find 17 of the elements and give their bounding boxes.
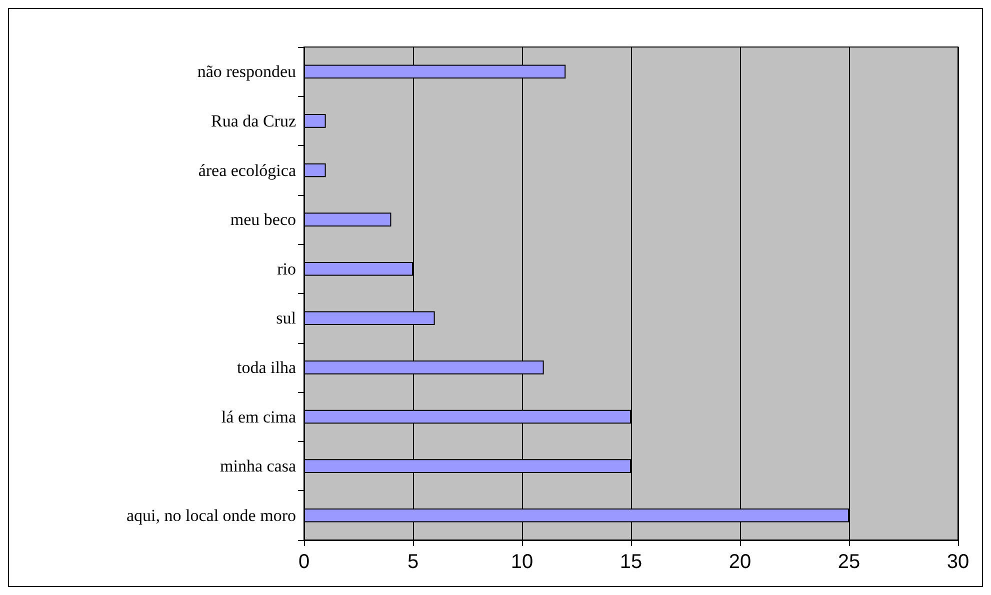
y-tick-label: área ecológica: [198, 160, 296, 180]
y-tick-label: meu beco: [230, 210, 296, 230]
y-tick-label: sul: [276, 308, 296, 328]
y-tick-label: lá em cima: [221, 407, 296, 426]
x-tick-label: 15: [620, 551, 642, 573]
x-tick-label: 10: [510, 551, 534, 573]
x-tick-label: 20: [728, 551, 752, 573]
y-tick-label: minha casa: [220, 456, 296, 476]
x-tick-label: 30: [946, 551, 970, 573]
y-tick-label: rio: [277, 259, 296, 278]
y-tick-label: Rua da Cruz: [211, 111, 296, 130]
y-tick-label: toda ilha: [236, 358, 296, 377]
x-tick-label: 0: [298, 551, 310, 573]
y-tick-label: não respondeu: [197, 62, 296, 82]
x-tick-label: 5: [407, 551, 419, 573]
y-tick-label: aqui, no local onde moro: [126, 506, 296, 525]
x-tick-label: 25: [838, 551, 860, 573]
